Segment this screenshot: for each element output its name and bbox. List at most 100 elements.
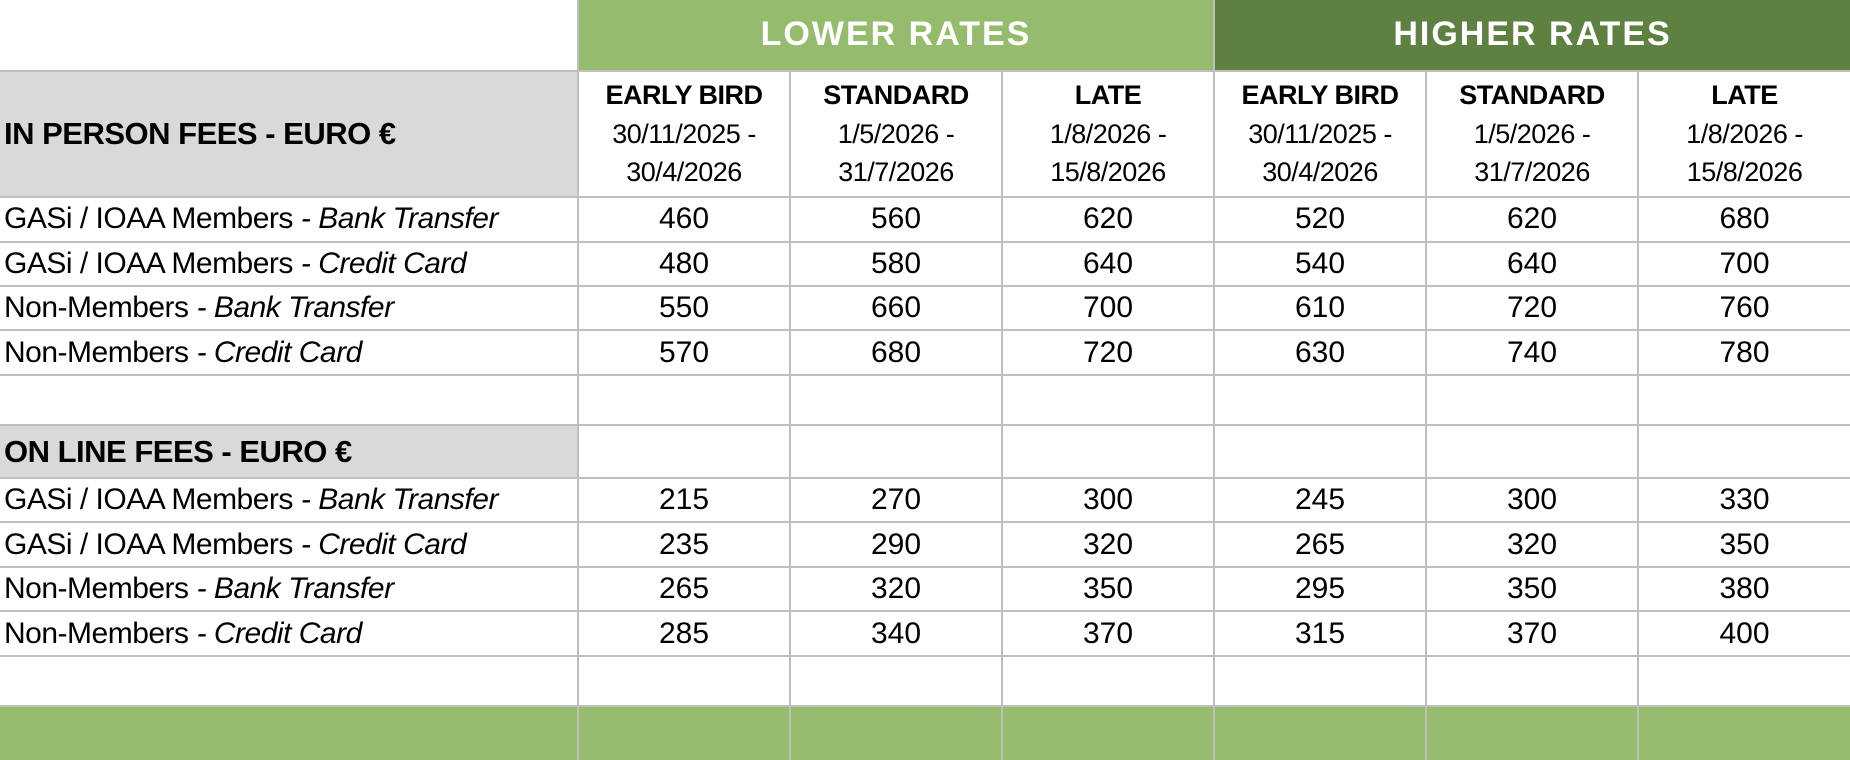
fee-value-cell: 640 — [1000, 240, 1216, 287]
column-title: EARLY BIRD — [1241, 80, 1400, 111]
fee-value-cell: 245 — [1213, 476, 1428, 524]
fee-value-cell: 610 — [1213, 284, 1428, 332]
spacer-row — [0, 373, 1850, 427]
payer-label: Non-Members — [4, 291, 189, 325]
payment-method-label: - Credit Card — [196, 335, 363, 369]
higher-rates-banner: HIGHER RATES — [1213, 0, 1850, 72]
fee-row-label: GASi / IOAA Members - Credit Card — [0, 240, 579, 287]
fee-value-cell: 700 — [1000, 284, 1216, 332]
column-header-higher-standard: STANDARD 1/5/2026 - 31/7/2026 — [1425, 69, 1640, 199]
fee-row-label: Non-Members - Bank Transfer — [0, 284, 579, 332]
fee-row-inperson-members-card: GASi / IOAA Members - Credit Card 480 580… — [0, 240, 1850, 287]
fee-row-online-nonmembers-card: Non-Members - Credit Card 285 340 370 315… — [0, 610, 1850, 657]
fee-row-online-nonmembers-bank: Non-Members - Bank Transfer 265 320 350 2… — [0, 565, 1850, 613]
fee-value-cell: 320 — [1000, 521, 1216, 568]
fee-value-cell: 540 — [1213, 240, 1428, 287]
empty-cell — [789, 654, 1003, 708]
section-header-online: ON LINE FEES - EURO € — [0, 424, 579, 479]
payer-label: GASi / IOAA Members — [4, 483, 293, 517]
column-date-end: 31/7/2026 — [1474, 157, 1590, 188]
fee-value-cell: 660 — [789, 284, 1003, 332]
online-section-header-row: ON LINE FEES - EURO € — [0, 424, 1850, 479]
empty-cell — [1213, 654, 1428, 708]
fee-value-cell: 350 — [1637, 521, 1850, 568]
section-header-in-person: IN PERSON FEES - EURO € — [0, 69, 579, 199]
column-date-start: 1/8/2026 - — [1049, 118, 1167, 149]
empty-cell — [1637, 373, 1850, 427]
empty-cell — [577, 373, 791, 427]
column-date-end: 15/8/2026 — [1050, 157, 1166, 188]
fee-value-cell: 520 — [1213, 196, 1428, 243]
column-title: STANDARD — [823, 80, 969, 111]
lower-rates-banner: LOWER RATES — [576, 0, 1216, 72]
fee-row-inperson-nonmembers-bank: Non-Members - Bank Transfer 550 660 700 6… — [0, 284, 1850, 332]
fee-row-online-members-card: GASi / IOAA Members - Credit Card 235 290… — [0, 521, 1850, 568]
fee-value-cell: 295 — [1213, 565, 1428, 613]
fee-value-cell: 460 — [577, 196, 791, 243]
column-title: STANDARD — [1459, 80, 1605, 111]
fee-value-cell: 550 — [577, 284, 791, 332]
fee-row-inperson-nonmembers-card: Non-Members - Credit Card 570 680 720 630… — [0, 329, 1850, 376]
fee-row-label: Non-Members - Credit Card — [0, 329, 579, 376]
empty-cell — [1425, 654, 1640, 708]
payment-method-label: - Bank Transfer — [300, 202, 499, 236]
fee-row-label: GASi / IOAA Members - Bank Transfer — [0, 196, 579, 243]
fee-value-cell: 580 — [789, 240, 1003, 287]
payment-method-label: - Credit Card — [300, 246, 467, 280]
payer-label: GASi / IOAA Members — [4, 202, 293, 236]
fee-value-cell: 400 — [1637, 610, 1850, 657]
payment-method-label: - Bank Transfer — [196, 291, 395, 325]
column-header-row: IN PERSON FEES - EURO € EARLY BIRD 30/11… — [0, 69, 1850, 199]
fee-value-cell: 300 — [1000, 476, 1216, 524]
column-date-start: 1/5/2026 - — [837, 118, 955, 149]
corner-cell — [0, 0, 579, 72]
fee-value-cell: 265 — [577, 565, 791, 613]
fee-value-cell: 265 — [1213, 521, 1428, 568]
fee-value-cell: 330 — [1637, 476, 1850, 524]
column-date-start: 30/11/2025 - — [612, 118, 756, 149]
fee-value-cell: 620 — [1425, 196, 1640, 243]
fee-value-cell: 780 — [1637, 329, 1850, 376]
fee-value-cell: 270 — [789, 476, 1003, 524]
column-date-end: 30/4/2026 — [626, 157, 742, 188]
column-date-start: 30/11/2025 - — [1248, 118, 1392, 149]
empty-cell — [1637, 654, 1850, 708]
column-date-end: 31/7/2026 — [838, 157, 954, 188]
fee-row-label: Non-Members - Bank Transfer — [0, 565, 579, 613]
fee-value-cell: 680 — [789, 329, 1003, 376]
fee-value-cell: 340 — [789, 610, 1003, 657]
column-header-higher-early-bird: EARLY BIRD 30/11/2025 - 30/4/2026 — [1213, 69, 1428, 199]
empty-cell — [577, 424, 791, 479]
footer-row — [0, 705, 1850, 760]
fee-value-cell: 630 — [1213, 329, 1428, 376]
column-header-higher-late: LATE 1/8/2026 - 15/8/2026 — [1637, 69, 1850, 199]
footer-cell — [0, 705, 579, 760]
fee-value-cell: 620 — [1000, 196, 1216, 243]
column-header-lower-late: LATE 1/8/2026 - 15/8/2026 — [1000, 69, 1216, 199]
footer-cell — [1213, 705, 1428, 760]
footer-cell — [577, 705, 791, 760]
column-date-start: 1/8/2026 - — [1686, 118, 1803, 149]
column-date-end: 15/8/2026 — [1686, 157, 1803, 188]
payment-method-label: - Bank Transfer — [300, 483, 499, 517]
column-date-end: 30/4/2026 — [1262, 157, 1378, 188]
fee-value-cell: 370 — [1000, 610, 1216, 657]
fee-value-cell: 700 — [1637, 240, 1850, 287]
empty-cell — [1213, 424, 1428, 479]
fee-value-cell: 235 — [577, 521, 791, 568]
fee-value-cell: 380 — [1637, 565, 1850, 613]
column-date-start: 1/5/2026 - — [1473, 118, 1591, 149]
empty-cell — [1425, 373, 1640, 427]
footer-cell — [1425, 705, 1640, 760]
fee-value-cell: 320 — [789, 565, 1003, 613]
fee-value-cell: 740 — [1425, 329, 1640, 376]
payment-method-label: - Bank Transfer — [196, 572, 395, 606]
footer-cell — [1000, 705, 1216, 760]
column-header-lower-standard: STANDARD 1/5/2026 - 31/7/2026 — [789, 69, 1003, 199]
empty-cell — [1000, 654, 1216, 708]
fee-value-cell: 315 — [1213, 610, 1428, 657]
fee-value-cell: 215 — [577, 476, 791, 524]
payment-method-label: - Credit Card — [196, 616, 363, 650]
fee-value-cell: 570 — [577, 329, 791, 376]
payer-label: Non-Members — [4, 616, 189, 650]
